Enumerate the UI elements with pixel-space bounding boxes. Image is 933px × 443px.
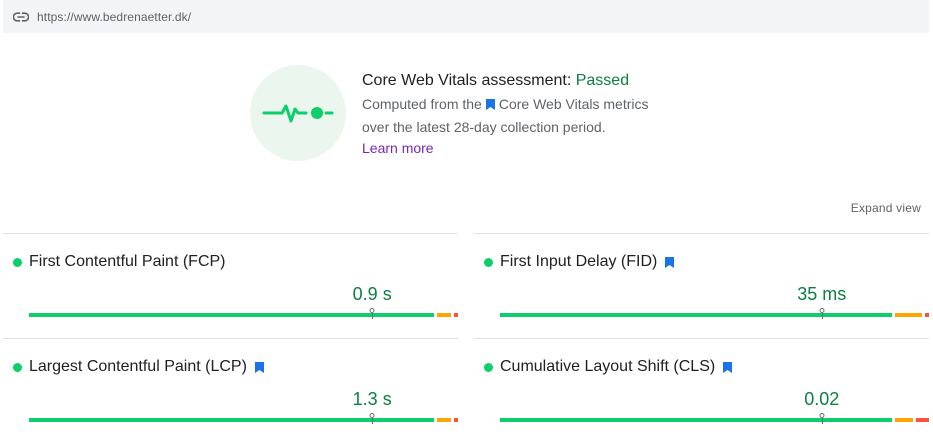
bookmark-flag-icon: [254, 361, 264, 373]
pulse-icon: [262, 104, 334, 123]
metric-name: First Contentful Paint (FCP): [29, 253, 226, 270]
needs-improvement-segment: [436, 313, 451, 317]
metric-name-row: Largest Contentful Paint (LCP): [13, 358, 264, 376]
metric-distribution-bar: [29, 413, 458, 424]
metric-distribution-bar: [29, 308, 458, 319]
url-bar: https://www.bedrenaetter.dk/: [3, 0, 929, 33]
poor-segment: [916, 418, 929, 422]
percentile-marker: [369, 413, 375, 418]
metric-name: Largest Contentful Paint (LCP): [29, 358, 247, 375]
percentile-marker-line: [372, 418, 374, 424]
assessment-title: Core Web Vitals assessment: Passed: [362, 71, 648, 91]
metric-value: 1.3 s: [352, 389, 392, 409]
metric-value: 0.02: [804, 389, 840, 409]
percentile-marker: [819, 308, 825, 313]
bookmark-flag-icon: [485, 94, 495, 116]
metric-fid[interactable]: First Input Delay (FID) 35 ms: [474, 233, 929, 338]
metric-name-row: First Contentful Paint (FCP): [13, 253, 226, 271]
metric-name: Cumulative Layout Shift (CLS): [500, 358, 716, 375]
metric-distribution-bar: [500, 308, 929, 319]
percentile-marker-line: [821, 418, 823, 424]
percentile-marker: [819, 413, 825, 418]
good-segment: [29, 313, 434, 317]
metric-fcp[interactable]: First Contentful Paint (FCP) 0.9 s: [3, 233, 458, 338]
percentile-marker-line: [372, 313, 374, 319]
core-web-vitals-assessment: Core Web Vitals assessment: Passed Compu…: [250, 65, 730, 165]
status-dot-icon: [484, 257, 493, 267]
metric-name: First Input Delay (FID): [500, 253, 658, 270]
assessment-desc-part1: Computed from the: [362, 96, 482, 112]
status-dot-icon: [13, 257, 22, 267]
metric-name-row: First Input Delay (FID): [484, 253, 675, 271]
percentile-marker-line: [821, 313, 823, 319]
assessment-description: Computed from the Core Web Vitals metrics…: [362, 93, 648, 138]
metric-value: 35 ms: [797, 284, 847, 304]
link-icon: [12, 8, 30, 26]
metric-lcp[interactable]: Largest Contentful Paint (LCP) 1.3 s: [3, 338, 458, 443]
expand-view-button[interactable]: Expand view: [850, 201, 921, 215]
needs-improvement-segment: [894, 418, 914, 422]
metric-cls[interactable]: Cumulative Layout Shift (CLS) 0.02: [474, 338, 929, 443]
needs-improvement-segment: [894, 313, 922, 317]
assessment-desc-part2: Core Web Vitals metrics: [498, 96, 649, 112]
percentile-marker: [369, 308, 375, 313]
status-dot-icon: [484, 362, 493, 372]
assessment-status: Passed: [575, 72, 630, 89]
good-segment: [500, 418, 892, 422]
assessment-title-prefix: Core Web Vitals assessment:: [362, 72, 576, 89]
poor-segment: [924, 313, 929, 317]
metric-distribution-bar: [500, 413, 929, 424]
assessment-badge: [250, 65, 346, 161]
status-dot-icon: [13, 362, 22, 372]
bookmark-flag-icon: [723, 361, 733, 373]
metric-value: 0.9 s: [352, 284, 392, 304]
good-segment: [500, 313, 892, 317]
learn-more-link[interactable]: Learn more: [362, 140, 434, 156]
metric-name-row: Cumulative Layout Shift (CLS): [484, 358, 733, 376]
bookmark-flag-icon: [665, 256, 675, 268]
needs-improvement-segment: [436, 418, 451, 422]
poor-segment: [453, 418, 458, 422]
good-segment: [29, 418, 434, 422]
page-url[interactable]: https://www.bedrenaetter.dk/: [37, 9, 192, 24]
poor-segment: [453, 313, 458, 317]
assessment-desc-line2: over the latest 28-day collection period…: [362, 119, 606, 135]
